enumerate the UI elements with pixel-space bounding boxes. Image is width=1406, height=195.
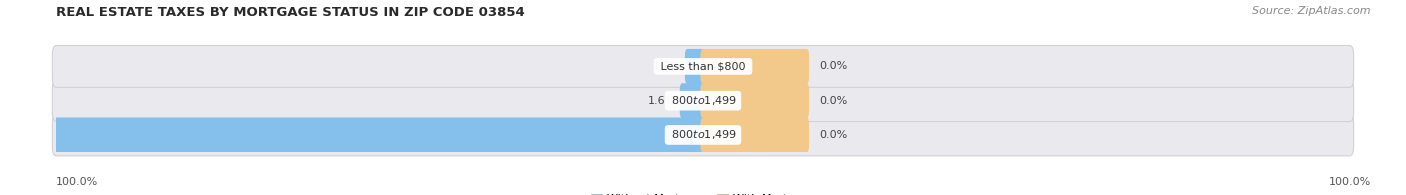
FancyBboxPatch shape [52, 45, 1354, 87]
FancyBboxPatch shape [685, 49, 706, 84]
Text: 0.0%: 0.0% [820, 130, 848, 140]
FancyBboxPatch shape [52, 80, 1354, 122]
Text: Source: ZipAtlas.com: Source: ZipAtlas.com [1253, 6, 1371, 16]
Text: REAL ESTATE TAXES BY MORTGAGE STATUS IN ZIP CODE 03854: REAL ESTATE TAXES BY MORTGAGE STATUS IN … [56, 6, 524, 19]
FancyBboxPatch shape [679, 83, 706, 118]
FancyBboxPatch shape [700, 83, 808, 118]
FancyBboxPatch shape [700, 49, 808, 84]
Text: 100.0%: 100.0% [56, 177, 98, 187]
Text: 1.6%: 1.6% [648, 96, 676, 106]
Text: Less than $800: Less than $800 [657, 61, 749, 71]
Legend: Without Mortgage, With Mortgage: Without Mortgage, With Mortgage [586, 189, 820, 195]
Text: 1.2%: 1.2% [652, 61, 681, 71]
Text: $800 to $1,499: $800 to $1,499 [668, 94, 738, 107]
Text: $800 to $1,499: $800 to $1,499 [668, 129, 738, 141]
FancyBboxPatch shape [52, 114, 1354, 156]
FancyBboxPatch shape [0, 117, 706, 152]
Text: 100.0%: 100.0% [1329, 177, 1371, 187]
Text: 0.0%: 0.0% [820, 61, 848, 71]
FancyBboxPatch shape [700, 117, 808, 152]
Text: 0.0%: 0.0% [820, 96, 848, 106]
